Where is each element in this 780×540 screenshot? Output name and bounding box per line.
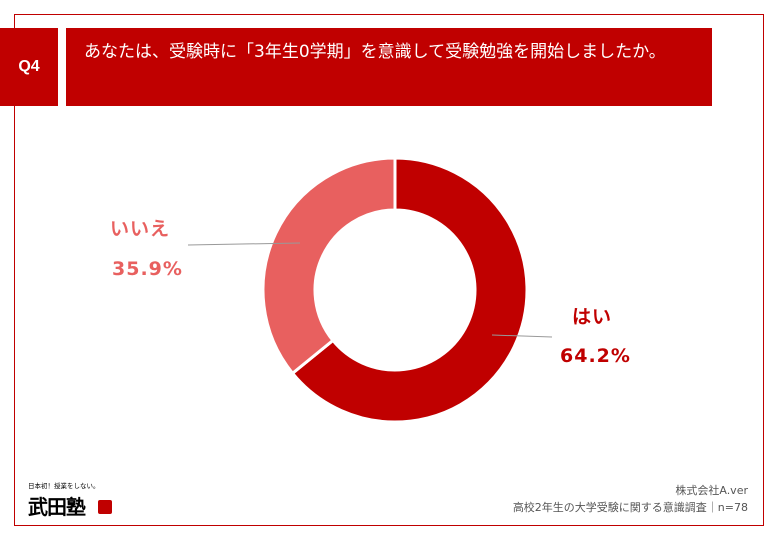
logo-name: 武田塾 <box>28 495 86 519</box>
category-label-no: いいえ <box>110 218 171 240</box>
logo-tagline: 日本初！授業をしない。 <box>28 482 100 490</box>
source-note: 株式会社A.ver 高校2年生の大学受験に関する意識調査｜n=78 <box>513 482 748 516</box>
question-text: あなたは、受験時に「3年生0学期」を意識して受験勉強を開始しましたか。 <box>66 28 712 106</box>
logo-seal-icon <box>98 500 112 514</box>
slice-yes <box>290 156 529 424</box>
value-label-no: 35.9% <box>112 258 183 280</box>
source-survey: 高校2年生の大学受験に関する意識調査｜n=78 <box>512 501 748 514</box>
slice-no <box>261 156 397 376</box>
leader-line-yes <box>491 334 553 338</box>
takedajuku-logo: 日本初！授業をしない。 武田塾 <box>28 480 112 520</box>
category-label-yes: はい <box>572 306 613 328</box>
question-number-badge: Q4 <box>0 28 58 106</box>
value-label-yes: 64.2% <box>560 345 631 367</box>
leader-line-no <box>187 242 301 246</box>
source-company: 株式会社A.ver <box>675 484 748 497</box>
